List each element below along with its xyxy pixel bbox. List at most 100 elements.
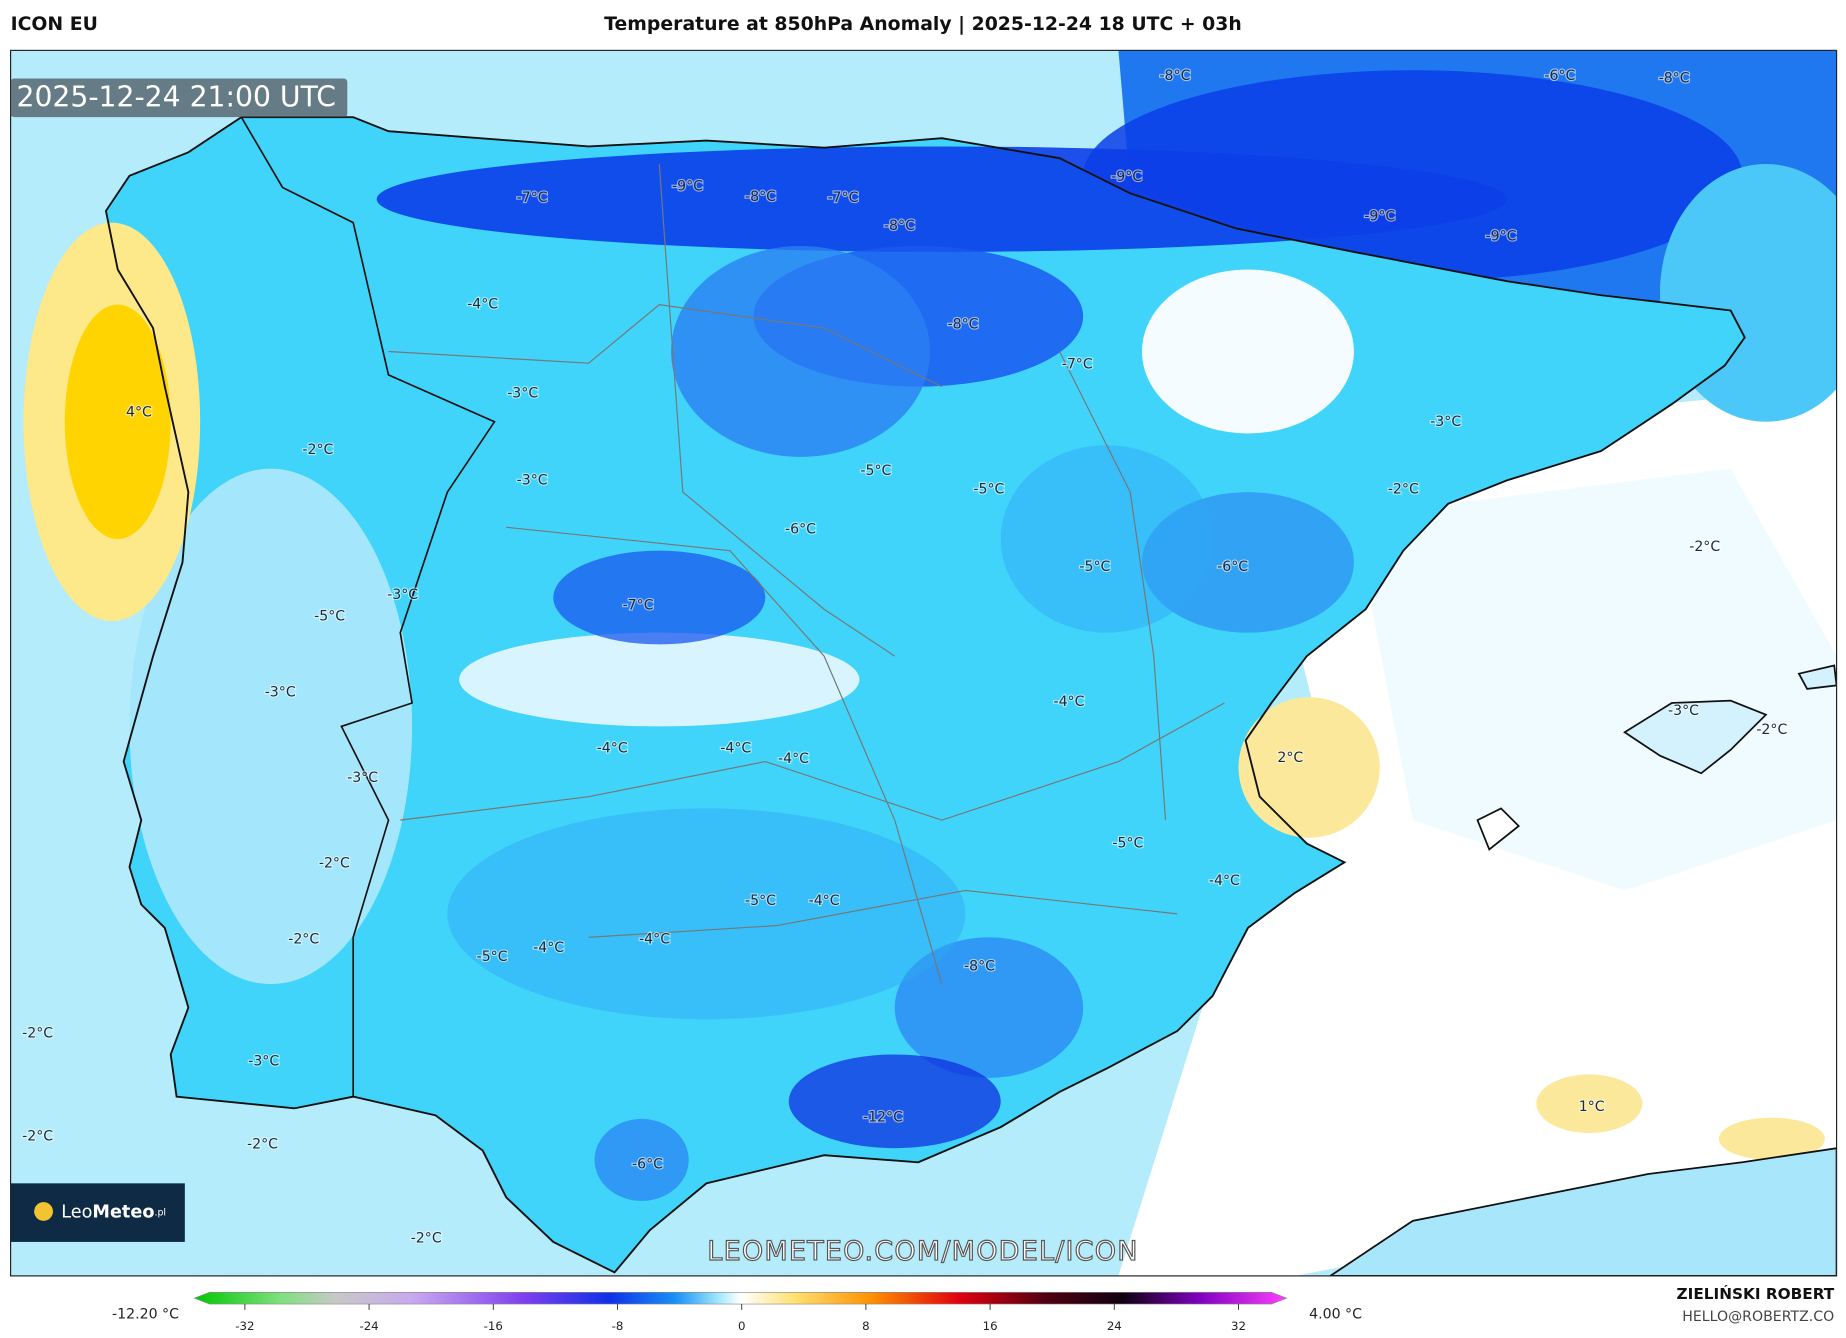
island	[1476, 807, 1521, 851]
warm-area	[1718, 1117, 1825, 1160]
map-label: -8°C	[1159, 68, 1190, 84]
map: -8°C -6°C -8°C -7°C -9°C -8°C -7°C -8°C -9°C -9°C…	[10, 50, 1837, 1276]
pale-ebro	[1141, 269, 1354, 434]
map-label: -9°C	[1111, 169, 1142, 185]
map-label: -5°C	[314, 608, 345, 624]
colorbar	[193, 1292, 1288, 1305]
map-label: -4°C	[639, 932, 670, 948]
map-label: -2°C	[22, 1025, 53, 1041]
anomaly-area	[553, 550, 766, 645]
map-label: -3°C	[248, 1054, 279, 1070]
colorbar-tick-label: -8	[612, 1319, 624, 1333]
timestamp: 2025-12-24 21:00 UTC	[16, 80, 335, 113]
logo-suffix: .pl	[154, 1207, 166, 1218]
map-label: -6°C	[1544, 68, 1575, 84]
map-label: -8°C	[964, 959, 995, 975]
colorbar-tick-label: 32	[1231, 1319, 1246, 1333]
map-label: -8°C	[745, 189, 776, 205]
map-label: -2°C	[247, 1137, 278, 1153]
colorbar-tick-label: 24	[1107, 1319, 1122, 1333]
model-name: ICON EU	[11, 14, 98, 35]
map-label: -2°C	[288, 932, 319, 948]
region-border	[588, 889, 1178, 938]
map-label: -3°C	[265, 684, 296, 700]
map-label: -7°C	[623, 598, 654, 614]
warm-area	[1536, 1074, 1643, 1133]
map-label: -4°C	[533, 940, 564, 956]
map-label: -9°C	[1364, 209, 1395, 225]
map-label: -2°C	[411, 1230, 442, 1246]
logo-part: Leo	[61, 1203, 92, 1223]
map-label: -3°C	[517, 472, 548, 488]
map-label: -12°C	[863, 1110, 903, 1126]
pale-west	[129, 468, 413, 985]
map-label: -6°C	[632, 1157, 663, 1173]
map-label: -3°C	[1668, 703, 1699, 719]
region-border	[388, 304, 943, 388]
map-label: -6°C	[1217, 559, 1248, 575]
map-label: -4°C	[720, 741, 751, 757]
anomaly-area	[447, 808, 966, 1020]
logo-part: Meteo	[92, 1203, 154, 1223]
map-label: -4°C	[809, 893, 840, 909]
colorbar-tick-label: 0	[738, 1319, 745, 1333]
map-label: -4°C	[597, 741, 628, 757]
timestamp-box	[10, 78, 348, 118]
overlay: 2025-12-24 21:00 UTC LeoMeteo.pl LEOMETEO.…	[10, 78, 1835, 1333]
sea-pale	[1353, 468, 1837, 891]
map-label: -7°C	[517, 190, 548, 206]
warm-core	[64, 304, 171, 539]
island	[1623, 699, 1768, 775]
map-label: -3°C	[1430, 414, 1461, 430]
anomaly-area	[594, 1118, 689, 1201]
map-label: -3°C	[507, 386, 538, 402]
map-label: 4°C	[126, 404, 152, 420]
map-label: -7°C	[1062, 356, 1093, 372]
colorbar-max: 4.00 °C	[1309, 1307, 1362, 1323]
map-label: -4°C	[467, 297, 498, 313]
map-label: -5°C	[745, 893, 776, 909]
anomaly-area	[894, 937, 1084, 1078]
credit-email: HELLO@ROBERTZ.CO	[1682, 1309, 1834, 1325]
map-label: -2°C	[1756, 722, 1787, 738]
map-label: -5°C	[860, 463, 891, 479]
map-label: -9°C	[1486, 229, 1517, 245]
map-label: -5°C	[973, 482, 1004, 498]
map-label: -7°C	[827, 190, 858, 206]
region-border	[400, 702, 1225, 821]
anomaly-area	[1000, 445, 1213, 633]
map-label: -2°C	[319, 856, 350, 872]
map-label: -4°C	[1053, 694, 1084, 710]
anomaly-area	[788, 1054, 1001, 1149]
credit-author: ZIELIŃSKI ROBERT	[1677, 1284, 1835, 1303]
map-label: -5°C	[1112, 836, 1143, 852]
logo-sun	[34, 1202, 53, 1221]
colorbar-tick-label: 8	[862, 1319, 869, 1333]
map-label: -8°C	[948, 317, 979, 333]
colorbar-tick-label: -24	[359, 1319, 378, 1333]
africa	[1328, 1147, 1837, 1276]
map-label: -5°C	[1079, 559, 1110, 575]
map-label: -2°C	[302, 442, 333, 458]
map-label: 2°C	[1277, 750, 1303, 766]
logo-text: LeoMeteo.pl	[61, 1203, 166, 1223]
anomaly-area	[671, 246, 931, 457]
map-label: -2°C	[1388, 482, 1419, 498]
colorbar-tick-label: -16	[484, 1319, 503, 1333]
island	[1797, 664, 1837, 690]
map-label: -5°C	[477, 949, 508, 965]
region-border	[506, 526, 943, 985]
warm-area	[1238, 697, 1380, 838]
border-portugal	[240, 116, 496, 1097]
map-label: -3°C	[387, 587, 418, 603]
map-label: -8°C	[884, 218, 915, 234]
region-border	[1059, 351, 1167, 821]
chart-title: Temperature at 850hPa Anomaly | 2025-12-…	[604, 14, 1242, 35]
region-border	[658, 163, 896, 657]
colorbar-tick-label: 16	[983, 1319, 998, 1333]
map-label: -9°C	[672, 178, 703, 194]
coastline	[104, 116, 1746, 1274]
map-label: -2°C	[22, 1128, 53, 1144]
